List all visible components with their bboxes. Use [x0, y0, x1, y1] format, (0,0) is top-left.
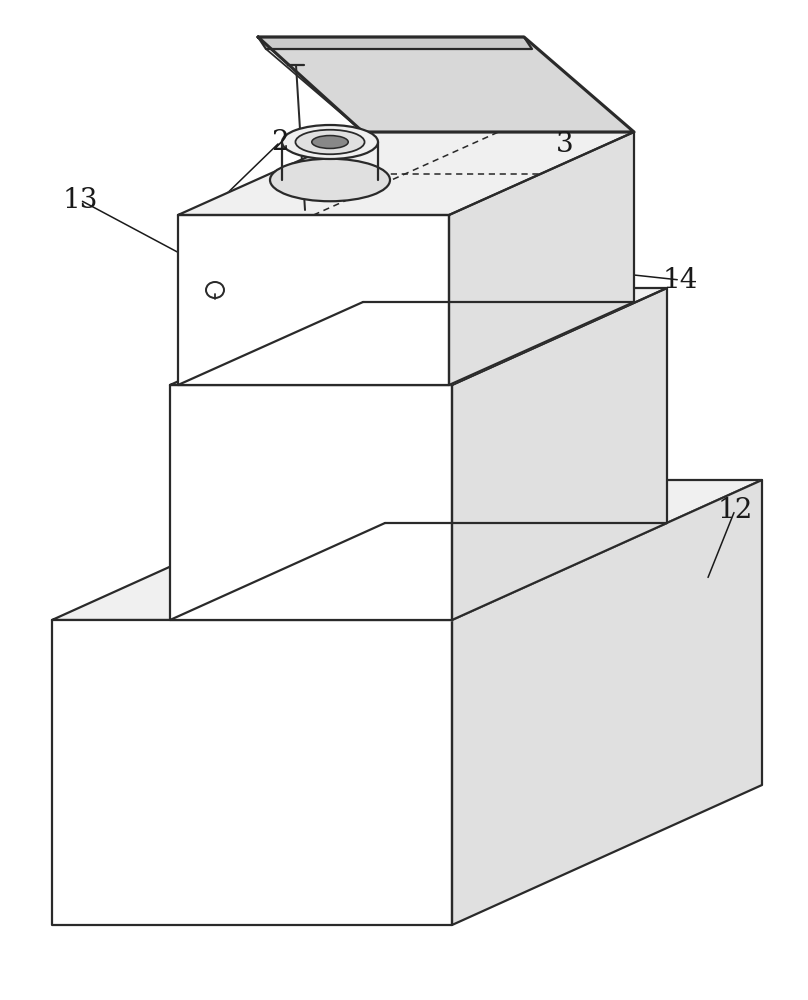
Text: 2: 2 — [271, 128, 288, 155]
Text: 3: 3 — [556, 131, 574, 158]
Polygon shape — [178, 215, 449, 385]
Polygon shape — [452, 480, 762, 925]
Polygon shape — [449, 132, 634, 385]
Ellipse shape — [312, 136, 348, 148]
Text: 12: 12 — [718, 496, 753, 524]
Polygon shape — [170, 385, 452, 620]
Text: 14: 14 — [663, 266, 697, 294]
Text: 13: 13 — [62, 186, 98, 214]
Polygon shape — [258, 37, 532, 49]
Polygon shape — [52, 480, 762, 620]
Polygon shape — [178, 132, 634, 215]
Polygon shape — [258, 37, 634, 132]
Polygon shape — [52, 620, 452, 925]
Polygon shape — [452, 288, 667, 620]
Polygon shape — [170, 288, 667, 385]
Ellipse shape — [270, 159, 390, 201]
Ellipse shape — [282, 125, 378, 159]
Ellipse shape — [296, 130, 364, 154]
